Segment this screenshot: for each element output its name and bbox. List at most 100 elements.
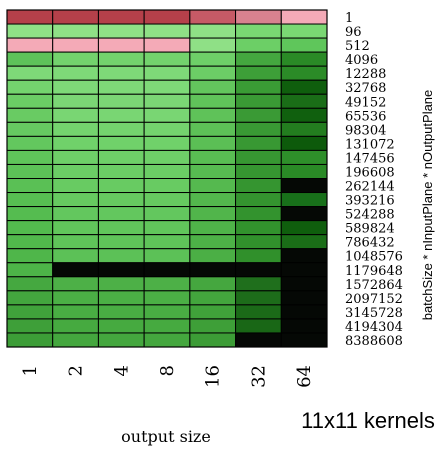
heatmap-cell — [143, 79, 191, 95]
heatmap-cell — [235, 262, 282, 278]
heatmap-cell — [143, 304, 191, 320]
heatmap-cell — [97, 9, 145, 25]
heatmap-cell — [235, 9, 282, 25]
heatmap-cell — [143, 332, 191, 348]
chart-title: 11x11 kernels — [301, 408, 435, 433]
heatmap-cell — [97, 304, 145, 320]
heatmap-cell — [52, 332, 99, 348]
heatmap-cell — [235, 192, 282, 208]
y-tick-label: 1048576 — [345, 250, 403, 265]
heatmap-cell — [143, 93, 191, 109]
heatmap-cell — [6, 276, 54, 292]
heatmap-cell — [143, 178, 191, 194]
heatmap-cell — [280, 93, 328, 109]
y-tick-label: 589824 — [345, 222, 395, 237]
heatmap-cell — [97, 318, 145, 334]
heatmap-cell — [280, 248, 328, 264]
heatmap-cells — [6, 9, 328, 348]
heatmap-cell — [280, 276, 328, 292]
heatmap-cell — [6, 37, 54, 53]
y-tick-label: 4194304 — [345, 320, 403, 335]
heatmap-cell — [280, 51, 328, 67]
heatmap-cell — [97, 276, 145, 292]
heatmap-cell — [280, 79, 328, 95]
heatmap-cell — [6, 135, 54, 151]
y-tick-label: 4096 — [345, 53, 378, 68]
heatmap-cell — [189, 192, 237, 208]
heatmap-cell — [189, 318, 237, 334]
heatmap-cell — [235, 206, 282, 222]
heatmap-cell — [6, 121, 54, 137]
heatmap-cell — [189, 304, 237, 320]
heatmap-cell — [6, 163, 54, 180]
heatmap-cell — [143, 290, 191, 306]
heatmap-cell — [6, 332, 54, 348]
heatmap-cell — [6, 51, 54, 67]
heatmap-cell — [235, 163, 282, 180]
heatmap-cell — [6, 65, 54, 81]
heatmap-cell — [143, 163, 191, 180]
heatmap-cell — [52, 304, 99, 320]
heatmap-cell — [6, 192, 54, 208]
heatmap-cell — [280, 9, 328, 25]
y-tick-label: 2097152 — [345, 292, 403, 307]
plot-border — [6, 9, 328, 348]
x-tick-label: 64 — [294, 365, 315, 388]
y-tick-label: 262144 — [345, 180, 395, 195]
y-tick-label: 96 — [345, 25, 362, 40]
y-tick-label: 524288 — [345, 208, 395, 223]
heatmap-cell — [189, 178, 237, 194]
heatmap-cell — [6, 79, 54, 95]
heatmap-cell — [97, 248, 145, 264]
heatmap-cell — [97, 262, 145, 278]
heatmap-cell — [6, 23, 54, 39]
heatmap-cell — [189, 107, 237, 123]
heatmap-cell — [6, 107, 54, 123]
heatmap-cell — [97, 23, 145, 39]
heatmap-cell — [52, 121, 99, 137]
heatmap-cell — [235, 37, 282, 53]
y-tick-label: 8388608 — [345, 334, 403, 349]
y-tick-label: 49152 — [345, 95, 386, 110]
heatmap-cell — [280, 290, 328, 306]
heatmap-cell — [6, 262, 54, 278]
heatmap-cell — [235, 23, 282, 39]
heatmap-cell — [6, 220, 54, 236]
heatmap-cell — [235, 234, 282, 250]
heatmap-cell — [6, 93, 54, 109]
heatmap-cell — [235, 248, 282, 264]
heatmap-cell — [189, 23, 237, 39]
heatmap-cell — [52, 107, 99, 123]
y-tick-label: 131072 — [345, 137, 395, 152]
y-tick-label: 1179648 — [345, 264, 403, 279]
heatmap-cell — [189, 65, 237, 81]
heatmap-cell — [235, 276, 282, 292]
heatmap-cell — [6, 206, 54, 222]
x-tick-label: 2 — [66, 365, 87, 376]
heatmap-cell — [189, 93, 237, 109]
heatmap-cell — [97, 290, 145, 306]
heatmap-cell — [235, 149, 282, 165]
heatmap-cell — [52, 192, 99, 208]
heatmap-cell — [235, 178, 282, 194]
heatmap-cell — [280, 178, 328, 194]
heatmap-cell — [52, 23, 99, 39]
heatmap-cell — [280, 135, 328, 151]
heatmap-cell — [280, 206, 328, 222]
heatmap-cell — [280, 262, 328, 278]
heatmap-cell — [97, 178, 145, 194]
heatmap-cell — [52, 318, 99, 334]
heatmap-cell — [189, 149, 237, 165]
heatmap-cell — [189, 332, 237, 348]
heatmap-cell — [97, 332, 145, 348]
heatmap-cell — [52, 51, 99, 67]
y-tick-label: 32768 — [345, 81, 386, 96]
heatmap-cell — [143, 107, 191, 123]
heatmap-cell — [189, 234, 237, 250]
y-tick-label: 1572864 — [345, 278, 403, 293]
heatmap-cell — [189, 206, 237, 222]
heatmap-cell — [235, 290, 282, 306]
heatmap-cell — [189, 51, 237, 67]
heatmap-cell — [189, 135, 237, 151]
